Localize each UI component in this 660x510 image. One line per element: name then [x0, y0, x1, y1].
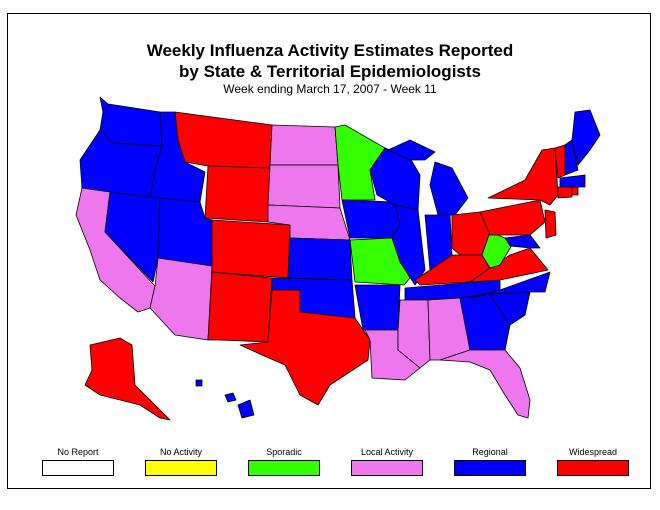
legend-swatch: [351, 460, 423, 476]
state-north-dakota: [269, 124, 339, 166]
legend-label: Regional: [472, 447, 508, 457]
legend-label: No Report: [57, 447, 99, 457]
state-michigan-upper: [387, 139, 436, 161]
state-montana: [174, 111, 273, 169]
state-michigan: [429, 161, 469, 216]
state-new-mexico: [207, 271, 273, 343]
state-new-jersey: [544, 209, 557, 239]
legend-swatch: [557, 460, 629, 476]
state-maine: [571, 109, 601, 166]
map-title-line-2: by State & Territorial Epidemiologists: [179, 62, 481, 81]
legend-swatch: [454, 460, 526, 476]
map-subtitle: Week ending March 17, 2007 - Week 11: [223, 82, 437, 96]
legend-label: Sporadic: [266, 447, 302, 457]
state-north-carolina: [469, 271, 551, 299]
state-colorado: [211, 219, 291, 279]
state-massachusetts: [559, 174, 586, 188]
state-florida: [439, 349, 531, 419]
state-wyoming: [204, 165, 271, 223]
state-kansas: [287, 237, 353, 281]
state-hawaii-big-island: [237, 399, 255, 419]
state-iowa: [341, 199, 401, 239]
state-alaska: [84, 337, 171, 421]
state-south-dakota: [267, 164, 341, 209]
legend-label: No Activity: [159, 447, 202, 457]
state-new-york: [487, 147, 559, 206]
state-utah: [157, 197, 213, 267]
legend-label: Local Activity: [360, 447, 414, 457]
legend-swatch: [145, 460, 217, 476]
state-hawaii-maui: [224, 392, 237, 403]
state-nevada: [104, 191, 161, 283]
map-title-line-1: Weekly Influenza Activity Estimates Repo…: [146, 41, 514, 60]
legend-label: Widespread: [568, 447, 618, 457]
state-new-hampshire: [564, 139, 579, 176]
state-arkansas: [354, 284, 401, 331]
legend-swatch: [42, 460, 114, 476]
state-texas: [239, 289, 371, 406]
state-minnesota: [334, 124, 386, 201]
legend-swatch: [248, 460, 320, 476]
state-rhode-island: [571, 186, 579, 196]
state-arizona: [149, 257, 213, 341]
state-hawaii-kauai: [195, 379, 203, 387]
state-washington: [99, 96, 163, 147]
state-illinois: [391, 204, 426, 286]
state-maryland: [504, 234, 541, 249]
state-connecticut: [557, 186, 573, 199]
state-pennsylvania: [479, 199, 546, 236]
